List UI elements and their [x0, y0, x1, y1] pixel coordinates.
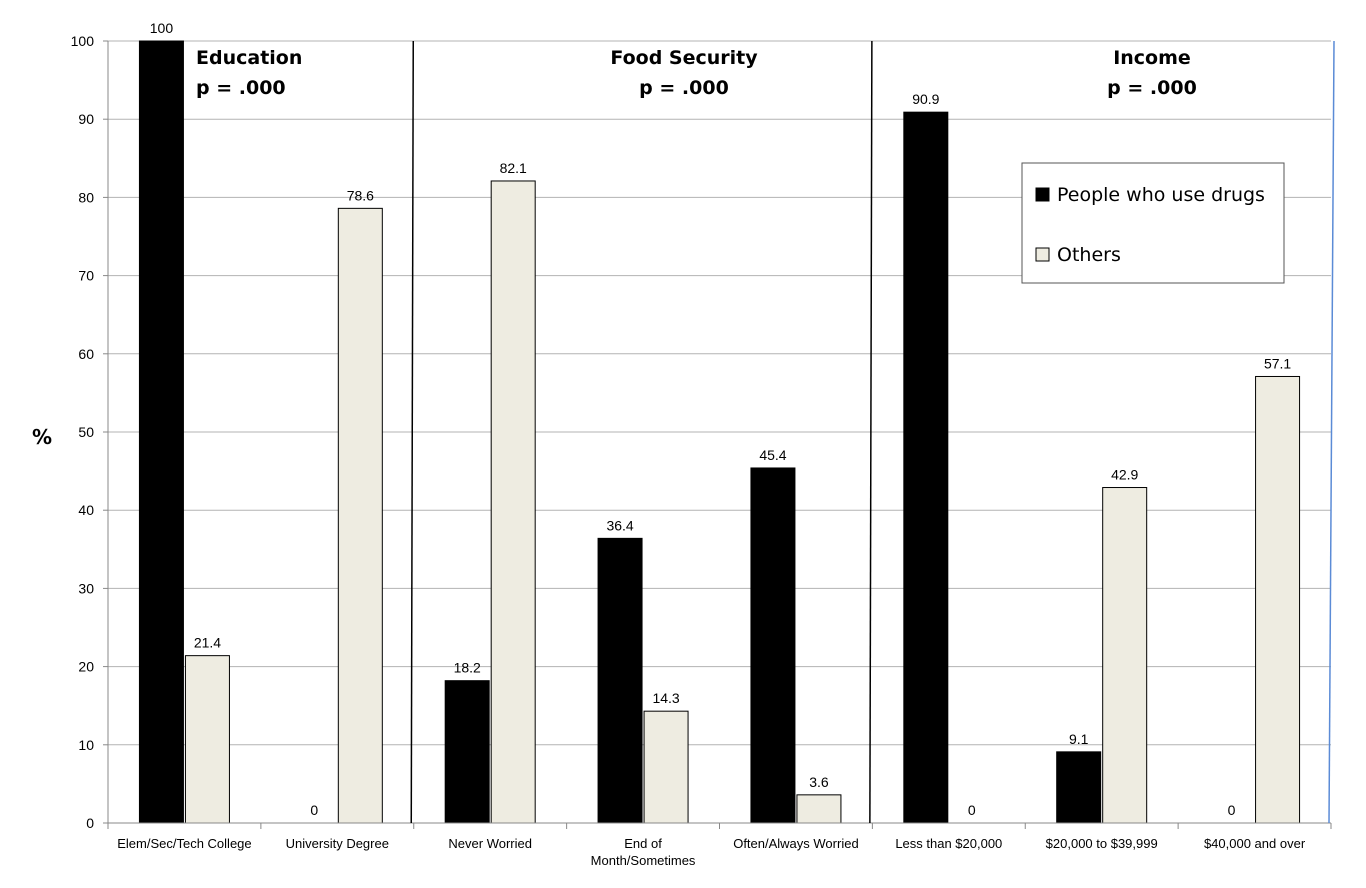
section-title: Food Security	[610, 47, 758, 69]
section-p-value: p = .000	[639, 77, 729, 99]
section-p-value: p = .000	[1107, 77, 1197, 99]
legend-box	[1021, 162, 1285, 284]
bar	[490, 180, 536, 824]
legend: People who use drugs Others	[1021, 162, 1285, 284]
bar	[597, 537, 643, 824]
right-border-line	[1328, 40, 1335, 824]
data-label: 100	[150, 20, 174, 36]
data-label: 0	[968, 802, 976, 818]
labels: Education p = .000 Food Security p = .000 In…	[32, 20, 1306, 868]
data-label: 45.4	[759, 447, 786, 463]
legend-label: Others	[1057, 244, 1121, 266]
data-label: 78.6	[347, 187, 374, 203]
y-tick-label: 90	[78, 111, 94, 127]
bar	[903, 111, 949, 824]
bar	[750, 467, 796, 824]
y-tick-label: 60	[78, 346, 94, 362]
bar	[138, 40, 184, 824]
x-category-label: Elem/Sec/Tech College	[117, 836, 251, 851]
legend-swatch	[1035, 187, 1050, 202]
data-label: 0	[1228, 802, 1236, 818]
y-tick-label: 70	[78, 268, 94, 284]
y-tick-label: 40	[78, 502, 94, 518]
x-category-label: Often/Always Worried	[733, 836, 858, 851]
section-divider	[869, 40, 873, 824]
data-label: 9.1	[1069, 731, 1089, 747]
y-tick-label: 80	[78, 189, 94, 205]
data-label: 90.9	[912, 91, 939, 107]
section-title: Education	[196, 47, 302, 69]
y-tick-label: 10	[78, 737, 94, 753]
bar	[444, 680, 490, 824]
bar	[1102, 487, 1148, 824]
bar	[337, 207, 383, 824]
data-label: 14.3	[652, 690, 679, 706]
bar	[1255, 375, 1301, 824]
bars	[138, 40, 1301, 824]
y-tick-label: 0	[86, 815, 94, 831]
data-label: 21.4	[194, 635, 221, 651]
x-category-label: Less than $20,000	[895, 836, 1002, 851]
legend-swatch	[1035, 247, 1050, 262]
data-label: 0	[310, 802, 318, 818]
bar	[1056, 751, 1102, 824]
axes: 0 10 20 30 40 50 60 70 80 90 100	[71, 33, 1335, 831]
gridlines	[108, 40, 1331, 824]
y-axis-label: %	[32, 425, 52, 449]
x-category-label: Month/Sometimes	[591, 853, 696, 868]
x-category-label: Never Worried	[448, 836, 532, 851]
x-category-label: University Degree	[286, 836, 389, 851]
bar	[796, 794, 842, 824]
bar	[184, 655, 230, 824]
section-p-value: p = .000	[196, 77, 286, 99]
y-tick-label: 50	[78, 424, 94, 440]
section-divider	[410, 40, 414, 824]
x-category-label: $40,000 and over	[1204, 836, 1306, 851]
data-label: 82.1	[500, 160, 527, 176]
data-label: 42.9	[1111, 467, 1138, 483]
section-title: Income	[1113, 47, 1191, 69]
data-label: 18.2	[454, 660, 481, 676]
y-tick-label: 100	[71, 33, 95, 49]
data-label: 36.4	[606, 517, 633, 533]
bar	[643, 710, 689, 824]
x-category-label: End of	[624, 836, 662, 851]
data-label: 57.1	[1264, 355, 1291, 371]
x-category-label: $20,000 to $39,999	[1046, 836, 1158, 851]
data-label: 3.6	[809, 774, 829, 790]
legend-label: People who use drugs	[1057, 184, 1265, 206]
y-tick-label: 20	[78, 659, 94, 675]
y-tick-label: 30	[78, 580, 94, 596]
